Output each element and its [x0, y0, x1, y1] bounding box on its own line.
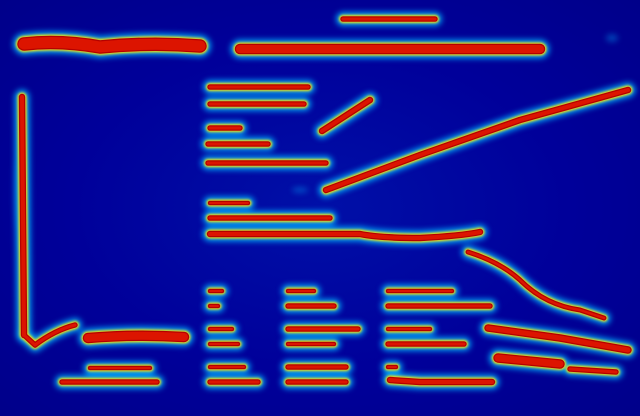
heat-patch-mid: [292, 187, 308, 193]
heat-bar-bottom-left-core: [88, 336, 184, 338]
heat-grid-c-6-core: [390, 380, 492, 382]
heat-bar-top-left-core: [24, 43, 200, 47]
heat-line-left-vertical-core: [22, 97, 24, 335]
heat-patch-top-right: [606, 34, 618, 42]
heat-diagonal-short-core: [322, 100, 370, 131]
